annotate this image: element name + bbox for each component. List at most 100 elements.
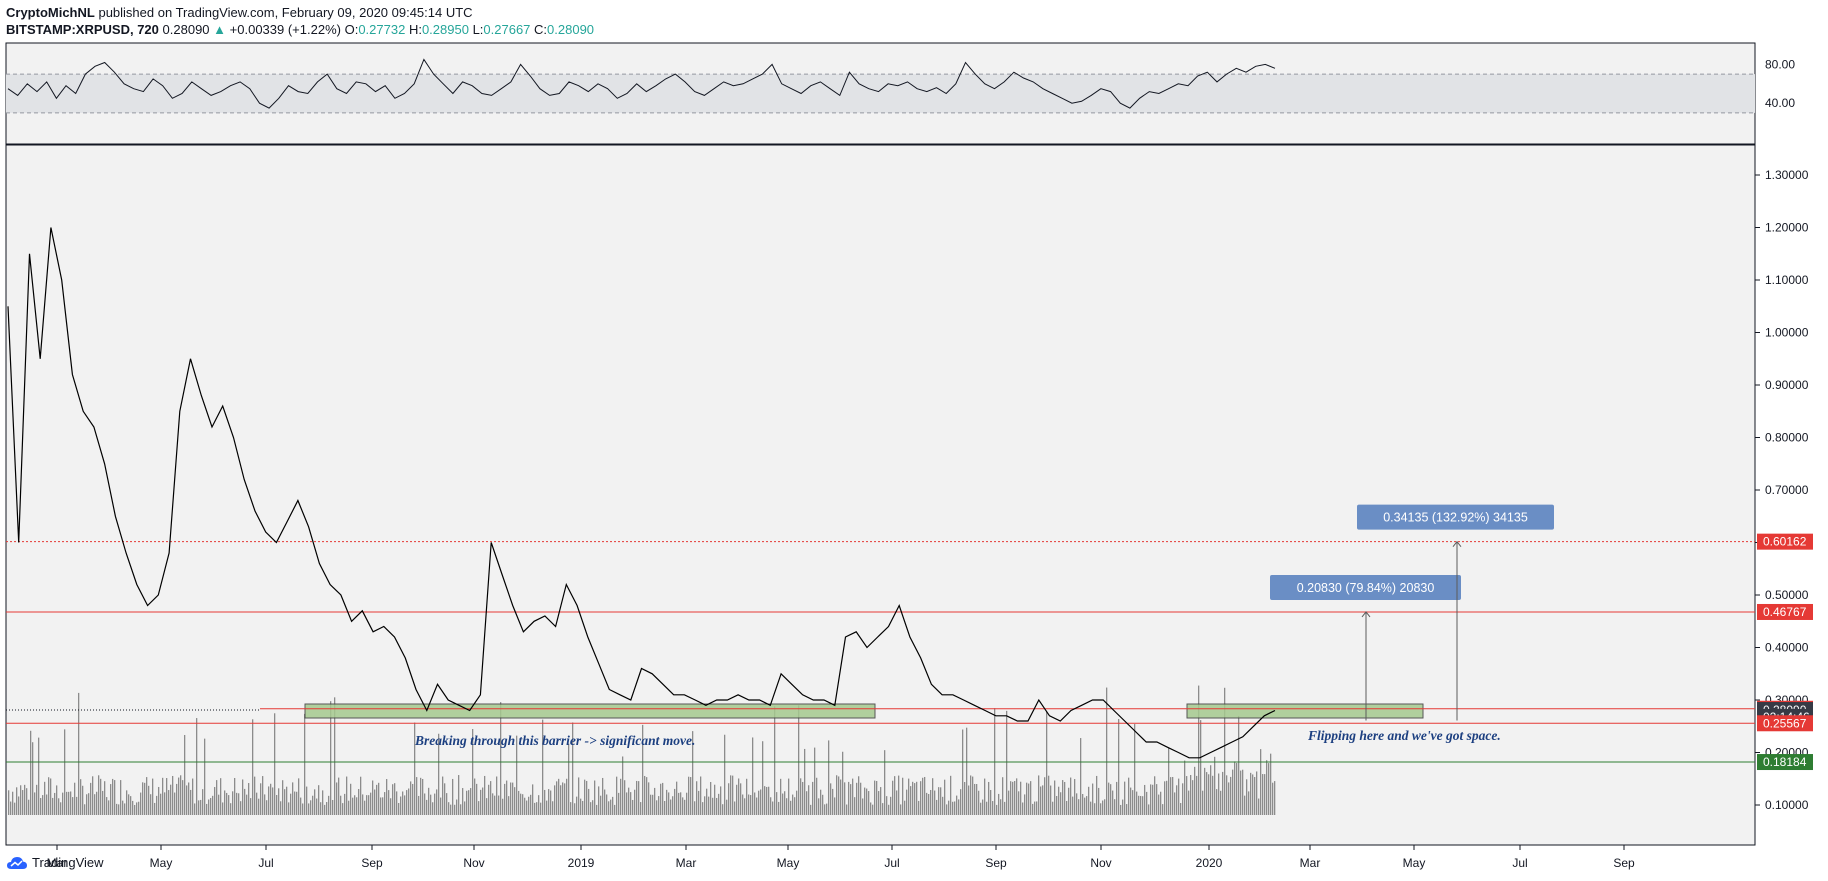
- volume-bar: [728, 783, 730, 815]
- volume-bar: [716, 797, 718, 815]
- volume-bar: [426, 799, 428, 815]
- volume-bar: [1086, 796, 1088, 815]
- time-tick-label: May: [150, 856, 173, 870]
- volume-bar: [798, 705, 800, 815]
- tradingview-brand[interactable]: TradingView: [6, 855, 104, 870]
- volume-bar: [402, 791, 404, 815]
- volume-bar: [672, 796, 674, 815]
- volume-bar: [862, 798, 864, 815]
- volume-bar: [1078, 799, 1080, 815]
- volume-bar: [958, 799, 960, 815]
- volume-bar: [352, 797, 354, 815]
- volume-bar: [782, 793, 784, 815]
- volume-bar: [590, 802, 592, 815]
- volume-bar: [996, 804, 998, 815]
- volume-bar: [790, 800, 792, 815]
- volume-bar: [1220, 790, 1222, 815]
- volume-bar: [278, 788, 280, 815]
- volume-bar: [518, 790, 520, 815]
- volume-bar: [494, 795, 496, 815]
- volume-bar: [830, 783, 832, 815]
- volume-bar: [1160, 791, 1162, 815]
- volume-bar: [1266, 760, 1268, 815]
- volume-bar: [486, 798, 488, 815]
- volume-bar: [550, 790, 552, 815]
- volume-bar: [906, 789, 908, 815]
- volume-bar: [826, 803, 828, 815]
- volume-bar: [228, 795, 230, 815]
- price-layer: [7, 227, 1276, 759]
- volume-bar: [160, 793, 162, 815]
- volume-bar: [1244, 795, 1246, 815]
- volume-bar: [1052, 801, 1054, 815]
- price-pane[interactable]: [5, 144, 1756, 846]
- price-tick-label: 0.90000: [1765, 378, 1809, 392]
- volume-bar: [272, 787, 274, 815]
- volume-bar: [394, 783, 396, 815]
- volume-bar: [764, 786, 766, 815]
- volume-bar: [70, 791, 72, 815]
- volume-bar: [926, 792, 928, 815]
- volume-bar: [500, 702, 502, 815]
- volume-bar: [290, 793, 292, 815]
- annotation-flip: Flipping here and we've got space.: [1307, 728, 1501, 743]
- volume-bar: [16, 787, 18, 815]
- volume-bar: [1024, 794, 1026, 815]
- volume-bar: [1130, 787, 1132, 815]
- volume-bar: [514, 787, 516, 815]
- volume-bar: [98, 775, 100, 815]
- volume-bar: [924, 776, 926, 815]
- volume-bar: [774, 706, 776, 815]
- price-tick-label: 0.70000: [1765, 483, 1809, 497]
- volume-bar: [466, 790, 468, 815]
- volume-bar: [796, 790, 798, 815]
- time-tick-label: Mar: [1300, 856, 1321, 870]
- volume-bar: [854, 797, 856, 815]
- price-tick-label: 1.20000: [1765, 221, 1809, 235]
- volume-bar: [1250, 772, 1252, 815]
- volume-bar: [222, 802, 224, 815]
- volume-bar: [852, 778, 854, 815]
- support-zone-2020[interactable]: [1186, 703, 1424, 719]
- price-line[interactable]: [7, 227, 1276, 759]
- volume-bar: [1014, 781, 1016, 815]
- volume-bar: [62, 792, 64, 815]
- volume-bar: [982, 799, 984, 815]
- author-name[interactable]: CryptoMichNL: [6, 5, 95, 20]
- volume-bar: [806, 791, 808, 815]
- volume-bar: [364, 800, 366, 815]
- volume-bar: [274, 713, 276, 815]
- volume-bar: [802, 781, 804, 815]
- volume-bar: [1058, 786, 1060, 815]
- volume-bar: [974, 783, 976, 815]
- volume-bar: [962, 729, 964, 815]
- volume-bar: [856, 782, 858, 815]
- volume-bar: [192, 778, 194, 815]
- volume-bar: [562, 782, 564, 815]
- volume-bar: [132, 800, 134, 815]
- volume-bar: [652, 794, 654, 815]
- time-tick-label: Jul: [258, 856, 273, 870]
- volume-bar: [1066, 800, 1068, 815]
- volume-bar: [918, 800, 920, 815]
- volume-bar: [936, 799, 938, 815]
- volume-bar: [686, 792, 688, 815]
- volume-bar: [1262, 774, 1264, 815]
- support-zone-2018-2019[interactable]: [304, 703, 876, 719]
- volume-bar: [244, 788, 246, 815]
- volume-bar: [828, 740, 830, 815]
- volume-bar: [600, 795, 602, 815]
- rsi-line[interactable]: [7, 58, 1276, 109]
- volume-bar: [464, 801, 466, 815]
- volume-bar: [1056, 795, 1058, 815]
- volume-bar: [496, 776, 498, 815]
- volume-bar: [510, 782, 512, 815]
- volume-bar: [306, 786, 308, 815]
- volume-bar: [594, 780, 596, 815]
- volume-bar: [930, 789, 932, 815]
- volume-bar: [492, 793, 494, 815]
- volume-bar: [542, 719, 544, 815]
- volume-bar: [1048, 775, 1050, 815]
- volume-bar: [128, 794, 130, 815]
